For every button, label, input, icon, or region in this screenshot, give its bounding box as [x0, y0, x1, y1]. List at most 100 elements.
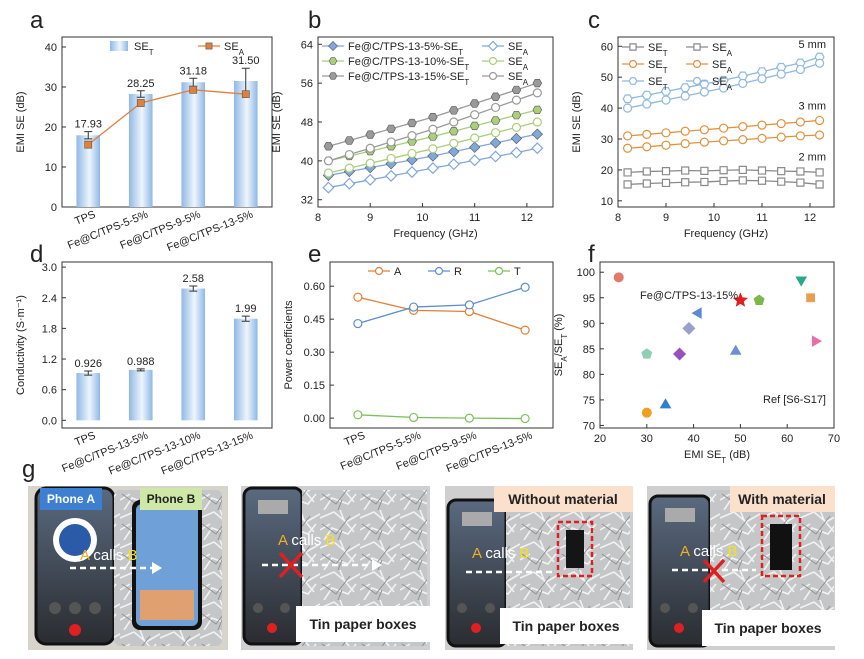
- legend-label-part: SE: [712, 59, 727, 71]
- y-tick-label: 60: [601, 41, 613, 53]
- error-bar: [84, 131, 93, 140]
- bar: [76, 373, 101, 421]
- legend-label: SET: [134, 41, 154, 57]
- marker: [470, 110, 480, 120]
- x-axis-title: EMI SET (dB): [684, 449, 750, 465]
- legend-label-part: T: [663, 66, 668, 75]
- marker: [814, 115, 825, 126]
- marker: [510, 132, 523, 145]
- x-axis-title-part: T: [721, 456, 726, 465]
- marker: [409, 412, 419, 423]
- y-tick-label: 0.30: [304, 347, 325, 359]
- marker: [469, 99, 480, 108]
- marker: [623, 180, 632, 189]
- panel-letter: g: [22, 456, 35, 483]
- x-tick-label: 40: [687, 433, 699, 445]
- marker: [520, 413, 530, 424]
- y-tick-label: 40: [45, 42, 57, 54]
- y-axis-title: Conductivity (S·m⁻¹): [15, 295, 27, 395]
- marker: [757, 133, 767, 143]
- marker: [489, 150, 502, 163]
- legend-label: R: [454, 266, 462, 278]
- photo: [241, 486, 430, 650]
- marker: [205, 42, 213, 50]
- legend-label-part: A: [523, 48, 529, 57]
- plot-frame: [61, 261, 273, 429]
- caller: A: [278, 532, 288, 549]
- x-axis-title-part: (dB): [726, 449, 750, 461]
- marker: [680, 126, 690, 136]
- x-tick-label: 9: [663, 212, 669, 224]
- legend-label-part: SE: [508, 56, 523, 68]
- marker: [449, 127, 459, 136]
- marker: [718, 83, 729, 93]
- marker: [622, 94, 633, 104]
- marker: [661, 167, 671, 176]
- error-bar: [189, 285, 198, 292]
- marker: [511, 95, 522, 105]
- call-label: A calls B: [80, 547, 138, 564]
- marker: [757, 166, 767, 175]
- marker: [328, 72, 338, 80]
- x-tick-label: 9: [367, 212, 373, 224]
- legend-label-part: T: [464, 78, 469, 87]
- marker: [629, 43, 637, 51]
- x-tick-label: Fe@C/TPS-13-15%: [160, 430, 256, 478]
- marker: [795, 276, 808, 287]
- marker: [815, 180, 824, 189]
- marker: [622, 103, 633, 113]
- marker: [241, 90, 250, 99]
- marker: [628, 59, 638, 69]
- bar: [128, 94, 153, 207]
- data-label: 0.988: [127, 356, 155, 368]
- verb: calls: [689, 543, 727, 560]
- plot-frame: [61, 36, 273, 208]
- marker: [343, 177, 356, 190]
- call-label: A calls B: [278, 532, 336, 549]
- marker: [427, 150, 439, 162]
- error-bar: [241, 315, 250, 322]
- marker: [776, 118, 786, 129]
- marker: [814, 58, 825, 68]
- marker: [386, 153, 396, 164]
- x-tick-label: TPS: [343, 430, 367, 449]
- annotation: Fe@C/TPS-13-15%: [640, 290, 738, 302]
- marker: [449, 138, 459, 148]
- y-tick-label: 95: [583, 293, 595, 305]
- y-axis-title-part: SE: [553, 362, 565, 377]
- marker: [661, 128, 671, 138]
- marker: [776, 132, 786, 142]
- marker: [732, 292, 749, 307]
- legend-label-part: T: [458, 48, 463, 57]
- data-label: 31.18: [179, 65, 207, 77]
- marker: [699, 125, 710, 135]
- legend-label-part: SE: [134, 41, 149, 53]
- marker: [470, 133, 480, 143]
- x-axis-title: Frequency (GHz): [684, 228, 768, 240]
- marker: [718, 123, 729, 133]
- marker: [489, 137, 502, 149]
- marker: [511, 85, 522, 95]
- marker: [365, 143, 375, 153]
- marker: [532, 79, 543, 88]
- phone-label: Phone B: [147, 492, 196, 506]
- x-axis-title: Frequency (GHz): [393, 228, 477, 240]
- y-tick-label: 32: [301, 195, 313, 207]
- phone-label: Phone A: [47, 492, 96, 506]
- y-axis-title: SEA/SET (%): [553, 314, 569, 377]
- panel: c 10 20 30 40 50 60 8 9 10 11 12 Frequency (GHz) EMI …: [571, 7, 835, 240]
- call-label: A calls B: [472, 545, 530, 562]
- legend-label-part: SE: [648, 59, 663, 71]
- marker: [641, 348, 653, 359]
- plot-frame: [599, 261, 835, 429]
- y-tick-label: 0.15: [304, 380, 325, 392]
- marker: [738, 165, 747, 175]
- x-tick-label: TPS: [73, 430, 97, 449]
- marker: [738, 176, 747, 185]
- y-tick-label: 1.8: [42, 323, 57, 335]
- marker: [680, 83, 691, 93]
- marker: [641, 407, 652, 418]
- marker: [532, 117, 542, 127]
- marker: [448, 146, 460, 158]
